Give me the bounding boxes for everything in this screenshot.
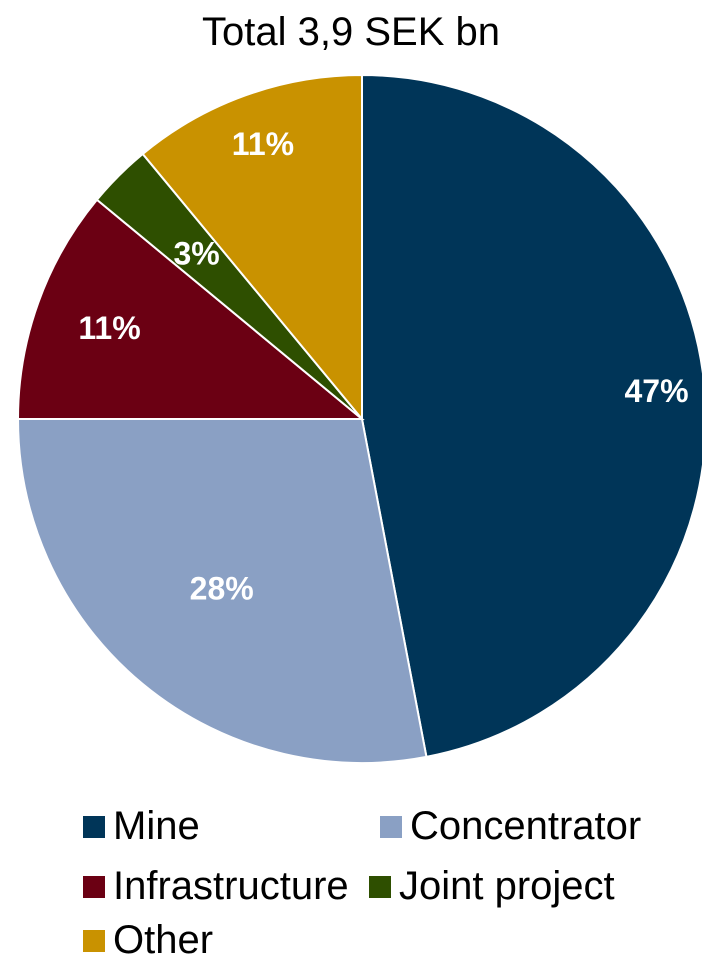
legend-item-infrastructure: Infrastructure xyxy=(83,864,349,909)
legend-item-other: Other xyxy=(83,918,213,963)
legend-label-other: Other xyxy=(113,918,214,962)
legend-swatch-concentrator xyxy=(380,815,402,838)
legend-label-mine: Mine xyxy=(113,804,200,848)
legend-swatch-mine xyxy=(83,815,105,838)
legend-swatch-joint-project xyxy=(369,875,391,898)
slice-label-other: 11% xyxy=(232,126,294,162)
chart-title: Total 3,9 SEK bn xyxy=(202,10,500,54)
legend-swatch-other xyxy=(83,929,105,952)
legend-swatch-infrastructure xyxy=(83,875,105,898)
pie-slices xyxy=(16,73,702,764)
pie-labels: 47% 28% 11% 3% 11% xyxy=(78,126,688,607)
slice-label-mine: 47% xyxy=(625,373,689,409)
slice-label-infrastructure: 11% xyxy=(78,310,140,346)
slice-label-concentrator: 28% xyxy=(190,571,254,607)
slice-mine xyxy=(361,73,702,759)
slice-other xyxy=(141,73,363,422)
pie-chart: 47% 28% 11% 3% 11% xyxy=(16,73,702,764)
legend-label-concentrator: Concentrator xyxy=(410,804,642,848)
legend-item-mine: Mine xyxy=(83,804,200,849)
legend-label-joint-project: Joint project xyxy=(399,864,615,908)
slice-label-joint-project: 3% xyxy=(173,236,219,272)
legend-item-joint-project: Joint project xyxy=(369,864,615,909)
slice-infrastructure xyxy=(16,198,365,420)
slice-concentrator xyxy=(16,418,428,764)
legend-item-concentrator: Concentrator xyxy=(380,804,641,849)
legend-label-infrastructure: Infrastructure xyxy=(113,864,349,908)
